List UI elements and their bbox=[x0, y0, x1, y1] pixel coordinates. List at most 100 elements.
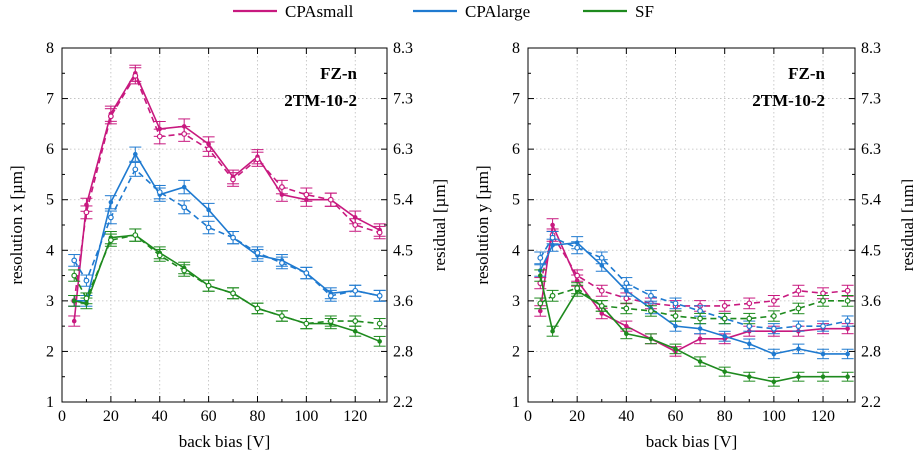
left-data-point-open bbox=[303, 320, 310, 327]
left-y-tick-label: 1 bbox=[46, 394, 54, 411]
left-y-tick-label: 2 bbox=[46, 343, 54, 360]
right-data-point-open bbox=[770, 325, 777, 332]
right-data-point bbox=[820, 351, 826, 357]
legend-label-sf: SF bbox=[635, 2, 654, 21]
right-data-point bbox=[624, 323, 629, 329]
right-data-point-open bbox=[623, 305, 630, 312]
right-y2-tick-label: 2.8 bbox=[861, 343, 881, 360]
left-y-axis-title: resolution x [µm] bbox=[7, 165, 26, 284]
right-y2-tick-label: 4.5 bbox=[861, 242, 881, 259]
left-data-point-open bbox=[279, 313, 285, 319]
right-data-point-open bbox=[844, 318, 851, 324]
left-data-point-open bbox=[254, 249, 261, 256]
right-y2-axis-title: residual [µm] bbox=[898, 179, 913, 271]
left-y-tick-label: 8 bbox=[46, 40, 54, 57]
left-data-point-open bbox=[205, 224, 212, 231]
right-data-point bbox=[746, 341, 752, 347]
left-data-point-open bbox=[132, 72, 139, 79]
right-y-tick-label: 1 bbox=[512, 394, 520, 411]
right-data-point bbox=[771, 379, 777, 385]
left-data-point-open bbox=[205, 146, 212, 153]
left-data-point-open bbox=[205, 282, 212, 289]
right-data-point-open bbox=[549, 234, 556, 241]
right-x-tick-label: 0 bbox=[524, 408, 532, 425]
left-data-point-open bbox=[156, 252, 163, 259]
right-data-point-open bbox=[746, 323, 753, 330]
right-y-tick-label: 6 bbox=[512, 141, 520, 158]
left-data-point-open bbox=[352, 287, 359, 294]
left-data-point-open bbox=[327, 292, 334, 299]
right-y-tick-label: 5 bbox=[512, 192, 520, 209]
left-y2-tick-label: 5.4 bbox=[393, 192, 413, 209]
right-data-point-open bbox=[795, 323, 802, 330]
left-data-point-open bbox=[352, 222, 359, 228]
right-data-point bbox=[796, 374, 801, 380]
left-data-point-open bbox=[254, 156, 261, 163]
right-series-cpalarge-solid bbox=[539, 241, 848, 355]
right-data-point bbox=[746, 374, 752, 380]
right-data-point bbox=[673, 346, 678, 352]
right-data-point bbox=[673, 323, 678, 329]
right-data-point-open bbox=[672, 300, 679, 307]
right-data-point bbox=[697, 336, 703, 342]
left-y2-tick-label: 3.6 bbox=[393, 293, 413, 310]
right-data-point-open bbox=[820, 323, 826, 330]
right-data-point bbox=[796, 346, 801, 352]
left-data-point-open bbox=[132, 166, 139, 173]
left-data-point-open bbox=[254, 305, 261, 312]
left-series-cpasmall-dashed bbox=[73, 74, 380, 301]
left-annotation-line: 2TM-10-2 bbox=[284, 91, 357, 110]
left-x-tick-label: 60 bbox=[201, 408, 217, 425]
right-series-cpalarge-dashed bbox=[539, 236, 848, 330]
right-data-point-open bbox=[820, 297, 826, 304]
right-data-point-open bbox=[770, 313, 777, 319]
left-data-point bbox=[108, 199, 114, 205]
left-y2-tick-label: 2.8 bbox=[393, 343, 413, 360]
right-data-point-open bbox=[549, 292, 556, 299]
left-y-tick-label: 6 bbox=[46, 141, 54, 158]
left-data-point bbox=[71, 318, 77, 324]
left-data-point bbox=[133, 151, 138, 157]
right-y-tick-label: 3 bbox=[512, 293, 520, 310]
legend-label-cpalarge: CPAlarge bbox=[465, 2, 530, 21]
right-y-tick-label: 4 bbox=[512, 242, 520, 259]
right-series-sf-dashed bbox=[539, 287, 848, 320]
left-series-sf-dashed bbox=[73, 234, 380, 325]
right-data-point-open bbox=[537, 300, 544, 307]
right-data-point bbox=[697, 326, 703, 331]
left-data-point-open bbox=[107, 237, 114, 244]
left-y2-tick-label: 7.3 bbox=[393, 91, 413, 108]
right-data-point-open bbox=[623, 280, 630, 287]
right-data-point-open bbox=[574, 244, 581, 251]
left-data-point-open bbox=[181, 204, 188, 211]
right-data-point-open bbox=[746, 300, 753, 307]
right-data-point bbox=[845, 326, 850, 331]
right-data-point-open bbox=[844, 287, 851, 294]
left-data-point bbox=[206, 207, 211, 213]
right-y2-tick-label: 2.2 bbox=[861, 394, 881, 411]
right-data-point bbox=[845, 351, 850, 357]
left-series-cpalarge-solid bbox=[74, 152, 380, 302]
left-series-cpasmall-solid bbox=[73, 71, 381, 322]
right-data-point bbox=[648, 336, 654, 342]
left-data-point-open bbox=[71, 272, 78, 279]
legend-label-cpasmall: CPAsmall bbox=[285, 2, 354, 21]
right-data-point-open bbox=[598, 254, 605, 261]
left-series-cpalarge-dashed bbox=[73, 168, 380, 297]
right-data-point-open bbox=[574, 285, 581, 292]
left-data-point bbox=[377, 339, 382, 344]
right-x-tick-label: 100 bbox=[762, 408, 786, 425]
right-series-cpasmall-solid bbox=[539, 222, 848, 353]
right-data-point bbox=[550, 222, 555, 228]
right-y-axis-title: resolution y [µm] bbox=[473, 165, 492, 284]
left-y2-tick-label: 8.3 bbox=[393, 40, 413, 57]
right-data-point bbox=[550, 328, 555, 334]
right-annotation-line: 2TM-10-2 bbox=[752, 91, 825, 110]
right-y2-tick-label: 3.6 bbox=[861, 293, 881, 310]
right-data-point-open bbox=[648, 292, 654, 299]
left-y-tick-label: 3 bbox=[46, 293, 54, 310]
left-x-axis-title: back bias [V] bbox=[179, 432, 271, 451]
left-data-point-open bbox=[181, 267, 188, 274]
